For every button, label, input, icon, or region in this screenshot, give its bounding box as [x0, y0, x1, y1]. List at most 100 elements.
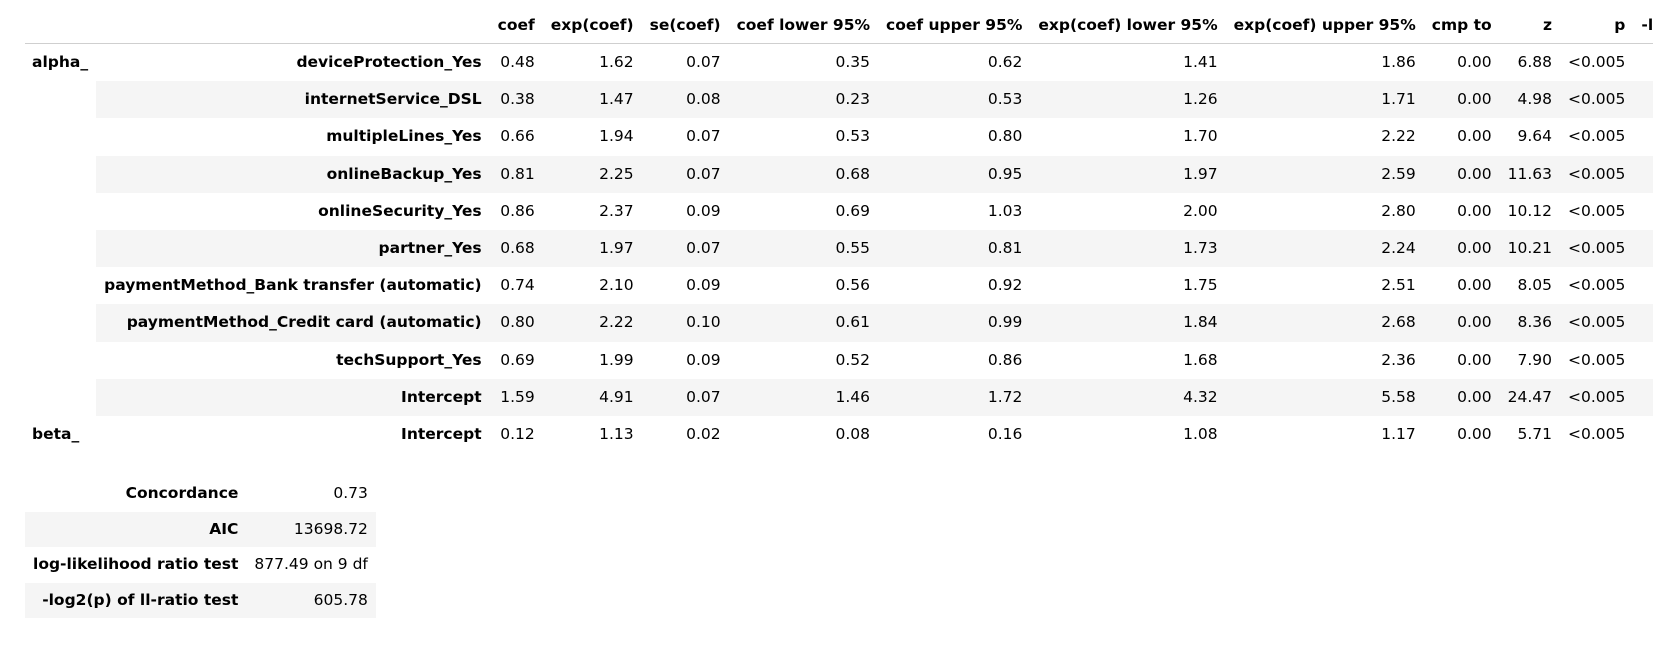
- group-label: beta_: [32, 425, 80, 444]
- table-cell: 0.68: [489, 230, 543, 268]
- table-cell: 2.10: [599, 276, 634, 295]
- table-cell: 0.07: [686, 127, 721, 146]
- summary-value: 605.78: [246, 582, 376, 618]
- table-cell: 7.90: [1517, 350, 1553, 369]
- table-cell: 2.51: [1381, 276, 1416, 295]
- summary-value: 0.73: [333, 484, 368, 502]
- table-cell: 1.03: [987, 201, 1023, 220]
- summary-label: AIC: [25, 511, 247, 547]
- column-header: coef upper 95%: [878, 8, 1031, 44]
- table-cell: 2.00: [1183, 201, 1218, 220]
- table-cell: 1.41: [1183, 53, 1218, 71]
- covariate-label: internetService_DSL: [96, 81, 490, 119]
- table-cell: 0.74: [500, 276, 535, 295]
- column-header: coef lower 95%: [728, 8, 879, 44]
- table-cell: 0.00: [1423, 230, 1500, 268]
- table-cell: 0.07: [641, 378, 729, 417]
- table-cell: 2.22: [542, 304, 642, 342]
- table-cell: 0.09: [686, 350, 721, 369]
- table-cell: 2.36: [1381, 350, 1416, 369]
- model-summary-body: Concordance 0.73 AIC 13698.72 log-likelihood…: [25, 476, 376, 618]
- table-row: internetService_DSL 0.38 1.47 0.08 0.23 0.53 1…: [25, 81, 1653, 119]
- table-row: techSupport_Yes 0.69 1.99 0.09 0.52 0.86 1.68 2…: [25, 342, 1653, 379]
- table-cell: 0.95: [878, 155, 1031, 193]
- summary-row: AIC 13698.72: [25, 511, 376, 547]
- table-cell: <0.005: [1568, 127, 1626, 146]
- table-cell: <0.005: [1560, 304, 1634, 342]
- table-cell: 0.86: [987, 350, 1023, 369]
- model-summary-table: Concordance 0.73 AIC 13698.72 log-likelihood…: [25, 476, 376, 618]
- table-cell: 1.72: [878, 378, 1031, 417]
- table-cell: 0.02: [686, 425, 721, 444]
- header-row: coef exp(coef) se(coef) coef lower 95% c…: [25, 8, 1653, 44]
- table-cell: 0.52: [835, 350, 871, 369]
- table-cell: 2.59: [1225, 155, 1424, 193]
- table-cell: 0.00: [1457, 53, 1492, 71]
- table-cell: <0.005: [1560, 155, 1634, 193]
- table-cell: 20.59: [1633, 81, 1653, 119]
- covariate-label: Intercept: [401, 425, 482, 444]
- table-row: onlineSecurity_Yes 0.86 2.37 0.09 0.69 1.03 2.…: [25, 193, 1653, 230]
- table-cell: 1.75: [1183, 276, 1218, 295]
- table-cell: 0.00: [1457, 201, 1492, 220]
- table-cell: 0.48: [500, 53, 535, 71]
- summary-label: Concordance: [125, 484, 239, 502]
- table-row: beta_ Intercept 0.12 1.13 0.02 0.08 0.16 1.08 1.…: [25, 416, 1653, 453]
- table-cell: <0.005: [1560, 230, 1634, 268]
- table-cell: 0.07: [686, 53, 721, 71]
- column-header: p: [1560, 8, 1634, 44]
- table-cell: 0.69: [835, 201, 871, 220]
- table-cell: 0.00: [1457, 350, 1492, 369]
- table-cell: <0.005: [1560, 378, 1634, 417]
- table-cell: 4.91: [542, 378, 642, 417]
- table-cell: 0.80: [489, 304, 543, 342]
- table-cell: 8.36: [1499, 304, 1561, 342]
- table-cell: 1.99: [599, 350, 634, 369]
- covariate-label: deviceProtection_Yes: [296, 53, 482, 71]
- table-cell: 0.08: [641, 81, 729, 119]
- table-cell: 0.99: [878, 304, 1031, 342]
- table-cell: 0.09: [686, 201, 721, 220]
- table-row: alpha_ deviceProtection_Yes 0.48 1.62 0.07 0.…: [25, 44, 1653, 82]
- table-cell: 1.97: [1030, 155, 1226, 193]
- table-cell: 5.71: [1517, 425, 1553, 444]
- table-cell: 1.59: [489, 378, 543, 417]
- column-header: -log2(p): [1633, 8, 1653, 44]
- table-cell: 0.12: [500, 425, 535, 444]
- header-blank-group: [25, 8, 97, 44]
- table-cell: 2.24: [1225, 230, 1424, 268]
- table-cell: 10.21: [1499, 230, 1561, 268]
- table-cell: 8.05: [1517, 276, 1553, 295]
- table-cell: 1.26: [1030, 81, 1226, 119]
- table-cell: 0.00: [1423, 81, 1500, 119]
- table-cell: 0.81: [878, 230, 1031, 268]
- table-cell: <0.005: [1560, 81, 1634, 119]
- table-cell: 0.09: [686, 276, 721, 295]
- table-cell: 0.53: [878, 81, 1031, 119]
- table-cell: 0.00: [1423, 378, 1500, 417]
- table-cell: 1.62: [599, 53, 634, 71]
- summary-value: 877.49 on 9 df: [254, 555, 368, 573]
- coefficients-table: coef exp(coef) se(coef) coef lower 95% c…: [25, 8, 1653, 453]
- table-cell: 436.88: [1633, 378, 1653, 417]
- table-cell: 0.00: [1457, 276, 1492, 295]
- table-cell: 1.08: [1183, 425, 1218, 444]
- table-cell: 1.47: [542, 81, 642, 119]
- table-cell: 0.00: [1423, 304, 1500, 342]
- table-cell: 0.86: [500, 201, 535, 220]
- table-row: partner_Yes 0.68 1.97 0.07 0.55 0.81 1.73 2.24 0…: [25, 230, 1653, 268]
- table-cell: 1.97: [542, 230, 642, 268]
- table-cell: 0.07: [641, 230, 729, 268]
- table-cell: 0.81: [489, 155, 543, 193]
- table-cell: 0.62: [987, 53, 1023, 71]
- column-header: exp(coef): [542, 8, 642, 44]
- table-cell: 0.00: [1423, 155, 1500, 193]
- table-cell: 48.37: [1633, 342, 1653, 379]
- table-cell: 0.35: [835, 53, 871, 71]
- table-row: onlineBackup_Yes 0.81 2.25 0.07 0.68 0.95 1.97…: [25, 155, 1653, 193]
- summary-row: -log2(p) of ll-ratio test 605.78: [25, 582, 376, 618]
- table-cell: 1.84: [1030, 304, 1226, 342]
- table-cell: 0.55: [728, 230, 879, 268]
- table-cell: 4.32: [1030, 378, 1226, 417]
- summary-label: log-likelihood ratio test: [33, 555, 239, 573]
